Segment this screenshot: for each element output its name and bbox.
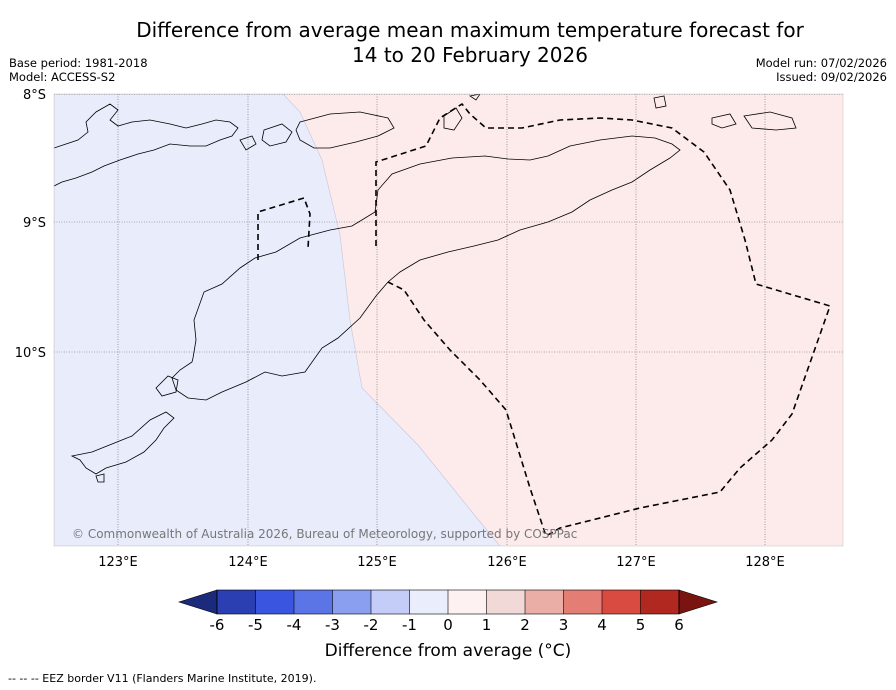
colorbar-tick-label: 2 [520, 616, 530, 634]
model-run: Model run: 07/02/2026 [755, 56, 887, 70]
cool-anomaly-region [54, 94, 501, 546]
colorbar-segment [294, 590, 333, 614]
issued-date: Issued: 09/02/2026 [776, 70, 887, 84]
colorbar-label: Difference from average (°C) [324, 641, 572, 661]
lat-label-9s: 9°S [23, 216, 46, 231]
small-island-4 [743, 111, 797, 131]
rote-island-coast [70, 411, 175, 475]
small-island-3 [711, 113, 737, 129]
colorbar-segment [217, 590, 256, 614]
lon-label-125e: 125°E [357, 555, 397, 570]
colorbar-tick-label: -2 [364, 616, 379, 634]
colorbar-segment [409, 590, 448, 614]
small-island-7 [468, 94, 481, 101]
base-period: Base period: 1981-2018 [9, 56, 148, 70]
eez-border [257, 102, 832, 538]
colorbar-tick-label: 4 [597, 616, 607, 634]
lon-label-127e: 127°E [616, 555, 656, 570]
map-area[interactable]: © Commonwealth of Australia 2026, Bureau… [54, 94, 843, 546]
colorbar: -6 -5 -4 -3 -2 -1 0 1 2 3 4 5 6 [178, 589, 718, 634]
ndao-island-coast [95, 473, 105, 483]
colorbar-extend-low [178, 589, 218, 615]
copyright-notice: © Commonwealth of Australia 2026, Bureau… [72, 527, 577, 541]
colorbar-segment [640, 590, 679, 614]
semau-island-coast [155, 375, 179, 397]
title-line-1: Difference from average mean maximum tem… [136, 18, 804, 42]
colorbar-segment [255, 590, 294, 614]
colorbar-segment [371, 590, 410, 614]
colorbar-segment [332, 590, 371, 614]
colorbar-tick-label: -4 [287, 616, 302, 634]
colorbar-tick-label: -5 [248, 616, 263, 634]
colorbar-segment [486, 590, 525, 614]
colorbar-tick-label: 1 [482, 616, 492, 634]
colorbar-extend-high [678, 589, 718, 615]
colorbar-segment [448, 590, 487, 614]
coastlines [54, 94, 797, 483]
colorbar-tick-label: 5 [636, 616, 646, 634]
meta-left: Base period: 1981-2018 Model: ACCESS-S2 [9, 56, 148, 84]
lat-label-8s: 8°S [23, 88, 46, 103]
lon-label-128e: 128°E [745, 555, 785, 570]
colorbar-segment [563, 590, 602, 614]
lon-label-124e: 124°E [228, 555, 268, 570]
colorbar-tick-label: -3 [325, 616, 340, 634]
lon-label-123e: 123°E [98, 555, 138, 570]
colorbar-tick-label: -6 [210, 616, 225, 634]
map-title: Difference from average mean maximum tem… [0, 18, 896, 68]
colorbar-segment [602, 590, 641, 614]
colorbar-tick-label: 0 [443, 616, 453, 634]
model-name: Model: ACCESS-S2 [9, 70, 116, 84]
colorbar-tick-label: 3 [559, 616, 569, 634]
lat-label-10s: 10°S [15, 346, 46, 361]
small-island-5 [653, 95, 667, 109]
map-frame [53, 93, 844, 547]
alor-islands-coast [54, 103, 239, 187]
colorbar-segment [525, 590, 564, 614]
lat-labels: 8°S 9°S 10°S [15, 88, 46, 361]
title-line-2: 14 to 20 February 2026 [352, 43, 588, 67]
colorbar-tick-label: 6 [674, 616, 684, 634]
lon-label-126e: 126°E [487, 555, 527, 570]
small-island-2 [239, 135, 257, 151]
meta-right: Model run: 07/02/2026 Issued: 09/02/2026 [756, 56, 887, 84]
lon-labels: 123°E 124°E 125°E 126°E 127°E 128°E [98, 555, 785, 570]
graticule [54, 94, 843, 546]
small-island-1 [261, 123, 293, 147]
timor-island-coast [171, 135, 681, 401]
wetar-island-coast [295, 111, 395, 149]
eez-legend: -- -- -- EEZ border V11 (Flanders Marine… [8, 672, 317, 685]
colorbar-tick-label: -1 [402, 616, 417, 634]
